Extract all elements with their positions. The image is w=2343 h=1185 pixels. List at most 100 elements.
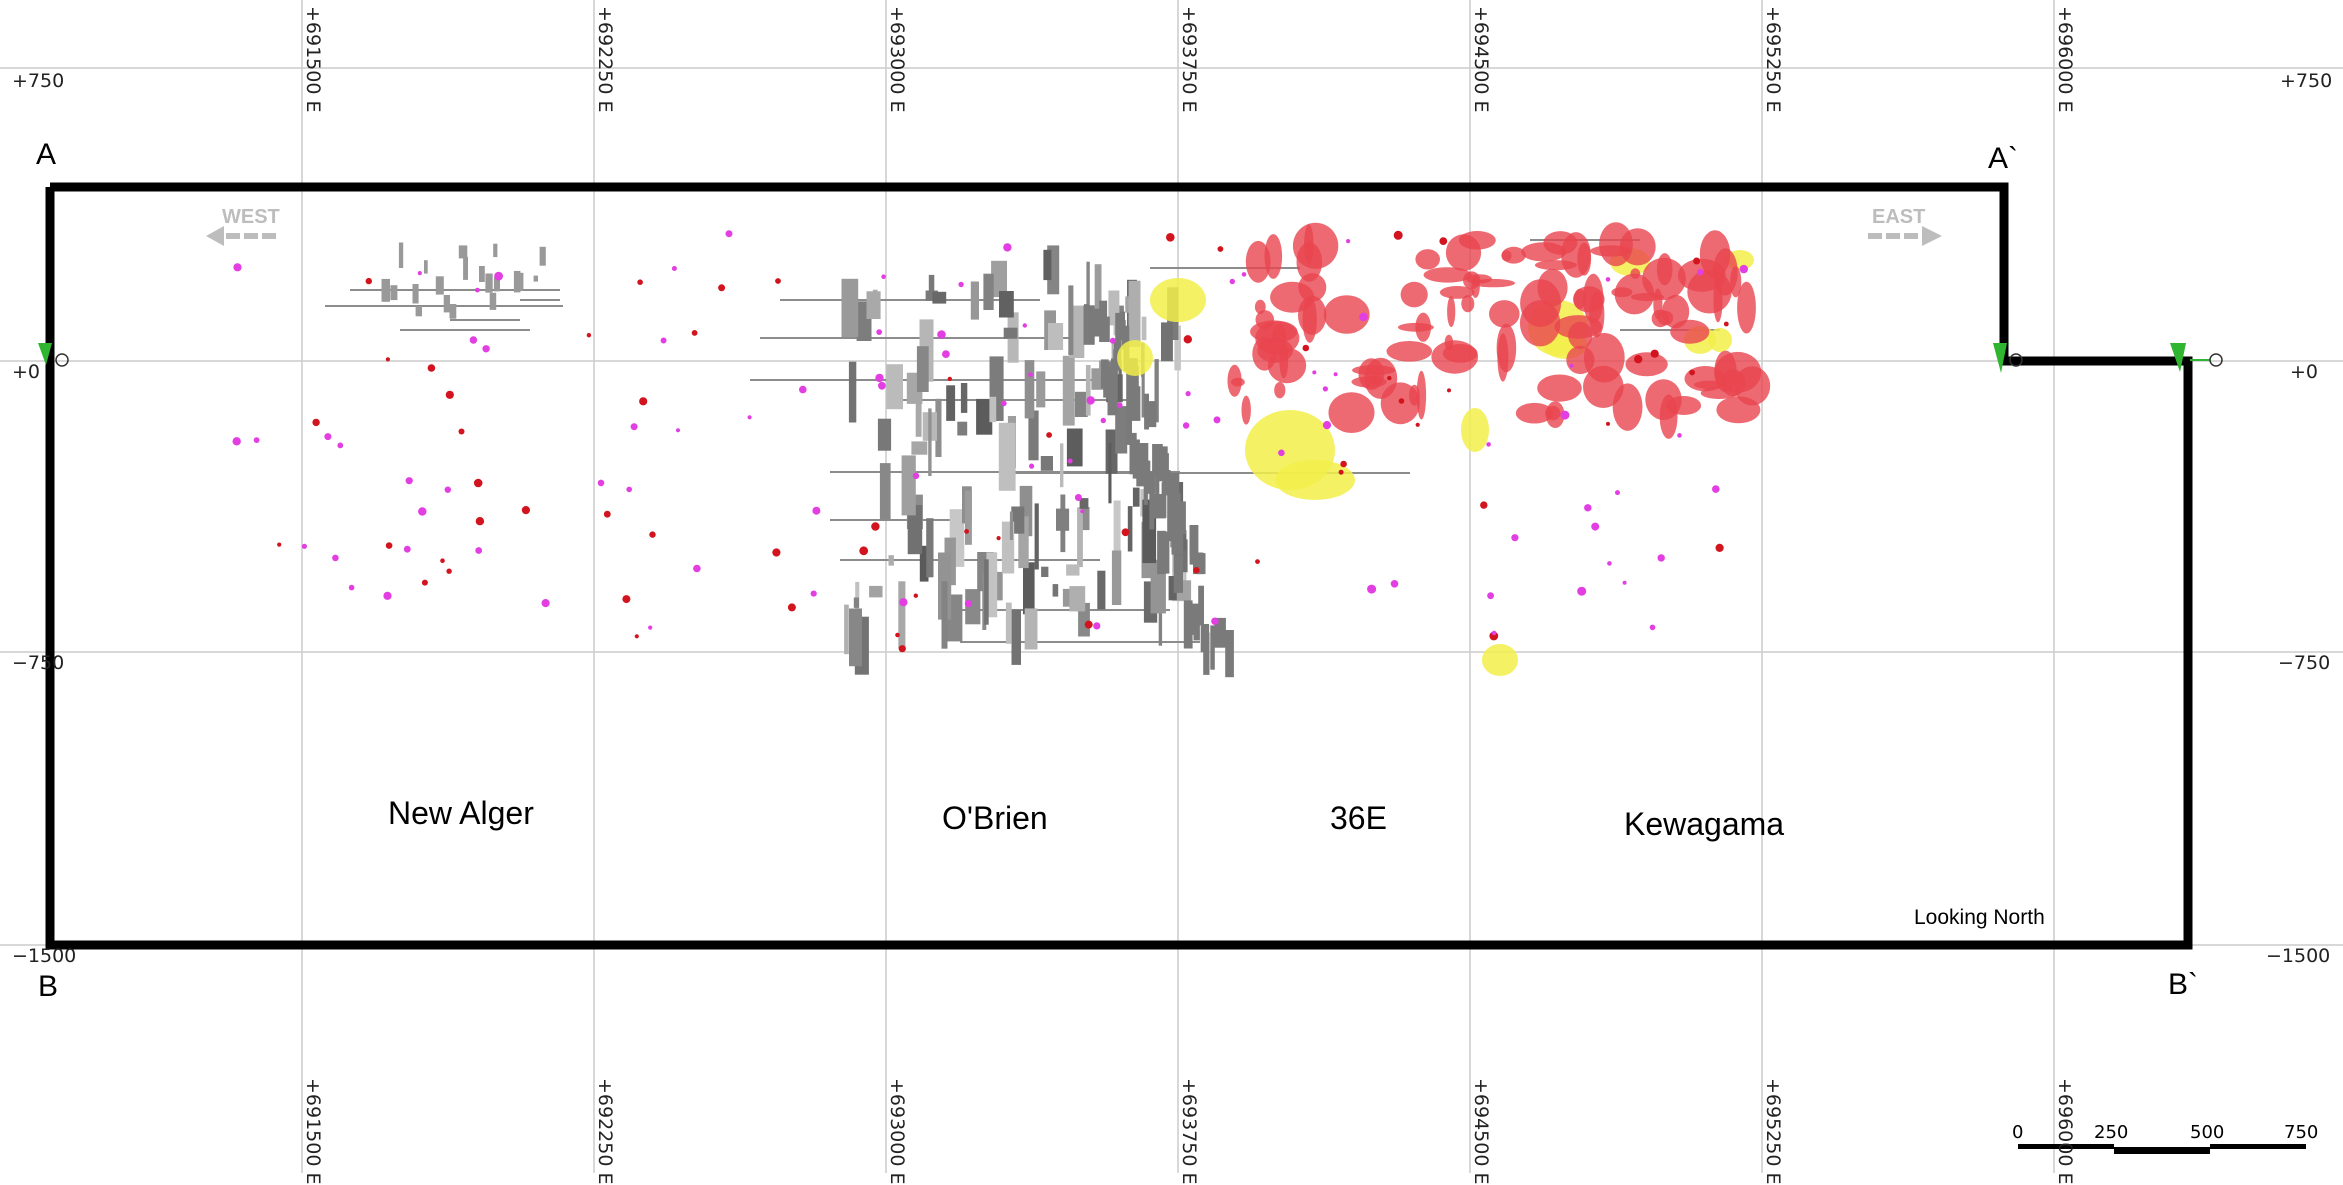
assay-point — [1591, 522, 1600, 531]
assay-point — [603, 510, 611, 518]
assay-point — [1093, 622, 1101, 630]
grade-shell-red — [1447, 296, 1456, 328]
grade-shells — [1117, 222, 1771, 676]
drillhole-segment — [1115, 406, 1128, 454]
grade-shell-red — [1677, 258, 1726, 292]
drillhole-segment — [1069, 586, 1086, 612]
east-arrow-icon — [1868, 226, 1942, 246]
grade-shell-red — [1245, 240, 1271, 283]
drillhole-segment — [1083, 305, 1095, 345]
assay-point — [482, 345, 490, 353]
assay-point — [1346, 239, 1351, 244]
assay-point — [1001, 400, 1007, 407]
assay-point — [1100, 417, 1107, 424]
drillhole-segment — [1127, 506, 1133, 552]
drillhole-segment — [877, 418, 892, 451]
drillhole-segment — [866, 291, 881, 319]
assay-point — [469, 336, 478, 344]
grade-shell-red — [1573, 286, 1605, 313]
assay-point — [277, 542, 282, 547]
easting-label-bottom: +691500 E — [302, 1078, 324, 1185]
assay-point — [1584, 504, 1592, 512]
assay-point — [1255, 559, 1260, 564]
assay-point — [1302, 344, 1310, 352]
assay-point — [403, 545, 411, 553]
assay-point — [964, 600, 973, 608]
assay-point — [385, 357, 390, 362]
drillhole-segment — [919, 545, 929, 582]
grade-shell-yellow — [1275, 460, 1355, 500]
easting-label-top: +696000 E — [2054, 6, 2076, 113]
drillhole-segment — [1103, 362, 1110, 398]
assay-point — [1183, 335, 1193, 344]
drillhole-segment — [1183, 600, 1193, 649]
assay-point — [1387, 375, 1392, 381]
assay-point — [1241, 272, 1247, 277]
assay-point — [881, 274, 886, 280]
assay-point — [649, 531, 656, 538]
grade-shell-red — [1651, 309, 1670, 328]
grade-shell-red — [1267, 347, 1307, 384]
drillhole-segment — [1162, 470, 1171, 496]
grade-shell-red — [1545, 405, 1561, 421]
assay-point — [942, 350, 950, 358]
grade-shell-red — [1386, 341, 1433, 362]
assay-point — [878, 381, 886, 390]
drillhole-segment — [841, 278, 859, 337]
assay-point — [1367, 584, 1377, 594]
drillhole-segment — [984, 559, 989, 625]
grade-shell-red — [1599, 222, 1633, 267]
grade-shell-red — [1444, 334, 1454, 351]
assay-point — [1074, 494, 1082, 501]
assay-point — [1340, 460, 1347, 468]
drillhole-segment — [1034, 503, 1039, 570]
drillhole-segment — [1159, 453, 1169, 474]
assay-point — [324, 433, 332, 441]
grade-shell-red — [1397, 322, 1434, 332]
grade-shell-red — [1423, 267, 1472, 283]
drillhole-segment — [907, 505, 923, 555]
assay-point — [597, 479, 605, 487]
drillhole-segment — [932, 291, 947, 304]
assay-point — [586, 333, 592, 338]
grade-shell-red — [1489, 300, 1520, 328]
drillhole-segment — [946, 385, 956, 421]
assay-point — [312, 418, 320, 427]
grade-shell-yellow — [1708, 328, 1732, 352]
grade-shell-red — [1461, 295, 1475, 313]
drillhole-segment — [1146, 471, 1156, 494]
assay-point — [365, 277, 372, 285]
drillhole-segment — [986, 552, 998, 618]
assay-point — [895, 632, 900, 638]
drillhole-segment — [1105, 429, 1118, 474]
assay-point — [639, 397, 648, 406]
drillhole-segment — [415, 306, 422, 317]
grade-shell-yellow — [1150, 278, 1206, 322]
assay-point — [810, 590, 817, 597]
assay-point — [630, 423, 638, 431]
assay-point — [947, 376, 952, 382]
assay-point — [1693, 257, 1701, 265]
drillhole-segment — [1062, 355, 1075, 426]
elevation-label-left: +750 — [12, 70, 65, 92]
easting-label-top: +693000 E — [886, 6, 908, 113]
assay-point — [494, 271, 503, 281]
assay-point — [232, 437, 241, 446]
assay-point — [473, 478, 483, 488]
assay-point — [637, 279, 643, 286]
drillhole-segment — [869, 585, 883, 598]
drillhole-segment — [1161, 322, 1173, 362]
drillhole-segment — [1024, 608, 1038, 650]
drillhole-segment — [960, 383, 968, 413]
grade-shell-red — [1328, 392, 1375, 433]
drillhole-segment — [443, 295, 450, 313]
drillhole-segment — [1174, 325, 1181, 371]
drillhole-segment — [1056, 508, 1070, 531]
assay-point — [253, 437, 260, 443]
assay-point — [1217, 246, 1224, 252]
assay-point — [1605, 277, 1611, 282]
drillhole-segment — [879, 463, 891, 520]
drillhole-segment — [925, 290, 938, 301]
drillhole-segment — [1005, 602, 1012, 644]
assay-point — [1213, 416, 1221, 424]
